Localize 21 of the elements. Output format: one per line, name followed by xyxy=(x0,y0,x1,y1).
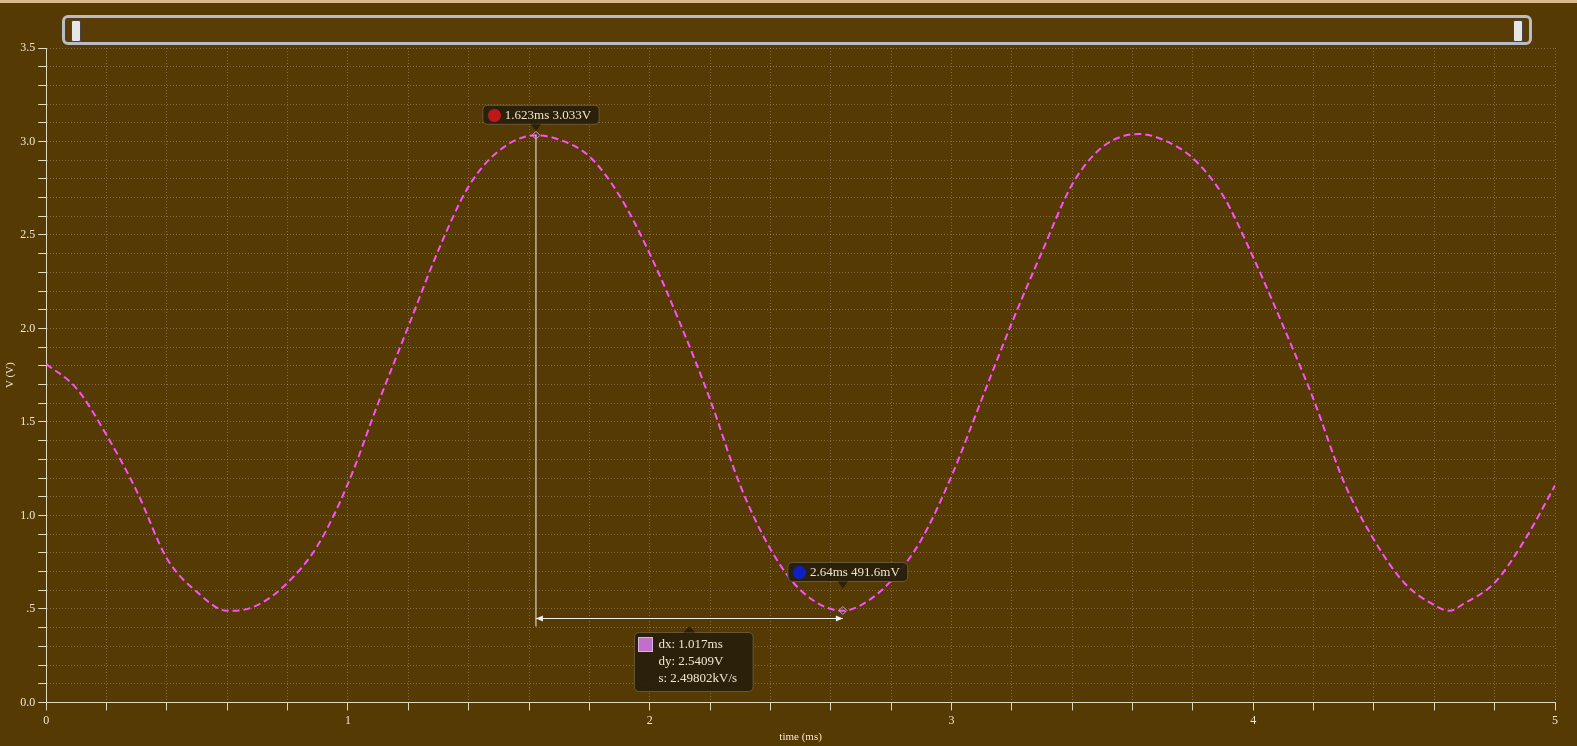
x-tick-label: 0 xyxy=(43,712,50,727)
y-tick-label: 1.0 xyxy=(20,507,36,522)
y-tick-label: 2.5 xyxy=(20,227,36,242)
y-tick-label: 3.5 xyxy=(20,40,36,55)
x-tick-label: 2 xyxy=(646,712,653,727)
y-tick-label: .5 xyxy=(26,601,36,616)
annotation: s: 2.49802kV/s xyxy=(658,669,738,685)
y-tick-label: 3.0 xyxy=(20,133,36,148)
annotation: dy: 2.5409V xyxy=(658,652,725,668)
annotation: dx: 1.017ms xyxy=(658,635,723,651)
annotation: 2.64ms 491.6mV xyxy=(809,563,901,579)
x-axis-title: time (ms) xyxy=(779,730,823,744)
y-tick-label: 2.0 xyxy=(20,320,36,335)
x-tick-label: 4 xyxy=(1250,712,1257,727)
x-tick-label: 3 xyxy=(948,712,955,727)
y-axis-title: V (V) xyxy=(3,361,17,389)
x-tick-label: 1 xyxy=(344,712,351,727)
y-tick-label: 1.5 xyxy=(20,414,36,429)
annotation: 1.623ms 3.033V xyxy=(504,106,592,122)
x-tick-label: 5 xyxy=(1552,712,1558,727)
y-tick-label: 0.0 xyxy=(20,694,36,709)
